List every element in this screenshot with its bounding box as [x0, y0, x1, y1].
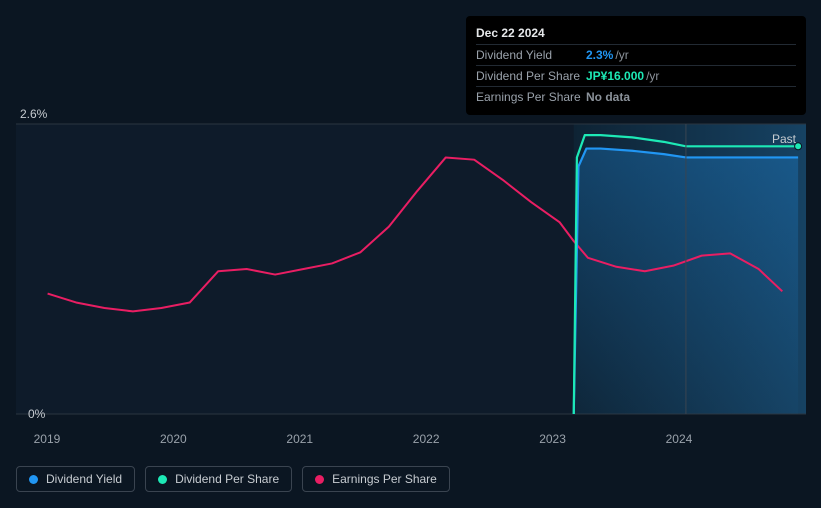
tooltip-date: Dec 22 2024	[476, 22, 796, 44]
hover-tooltip: Dec 22 2024 Dividend Yield 2.3%/yr Divid…	[466, 16, 806, 115]
legend-toggle-dividend-per-share[interactable]: Dividend Per Share	[145, 466, 292, 492]
legend-dot-icon	[315, 475, 324, 484]
x-axis-year-label: 2024	[666, 432, 693, 446]
x-axis-year-label: 2019	[34, 432, 61, 446]
legend-label: Dividend Per Share	[175, 472, 279, 486]
tooltip-label: Dividend Per Share	[476, 69, 586, 83]
legend-toggle-earnings-per-share[interactable]: Earnings Per Share	[302, 466, 450, 492]
tooltip-value: No data	[586, 90, 632, 104]
legend-dot-icon	[158, 475, 167, 484]
x-axis-year-label: 2022	[413, 432, 440, 446]
x-axis-year-label: 2023	[539, 432, 566, 446]
tooltip-row-dividend-yield: Dividend Yield 2.3%/yr	[476, 44, 796, 65]
chart-svg	[16, 106, 806, 426]
tooltip-row-earnings-per-share: Earnings Per Share No data	[476, 86, 796, 107]
tooltip-value: 2.3%/yr	[586, 48, 629, 62]
y-axis-min-label: 0%	[28, 407, 45, 421]
tooltip-row-dividend-per-share: Dividend Per Share JP¥16.000/yr	[476, 65, 796, 86]
legend-label: Dividend Yield	[46, 472, 122, 486]
tooltip-label: Earnings Per Share	[476, 90, 586, 104]
past-region-label: Past	[772, 132, 796, 146]
tooltip-value: JP¥16.000/yr	[586, 69, 659, 83]
tooltip-label: Dividend Yield	[476, 48, 586, 62]
legend-toggle-dividend-yield[interactable]: Dividend Yield	[16, 466, 135, 492]
chart[interactable]	[16, 106, 806, 426]
legend-dot-icon	[29, 475, 38, 484]
legend-label: Earnings Per Share	[332, 472, 437, 486]
x-axis-year-label: 2020	[160, 432, 187, 446]
legend: Dividend Yield Dividend Per Share Earnin…	[16, 466, 450, 492]
y-axis-max-label: 2.6%	[20, 107, 47, 121]
x-axis-year-label: 2021	[286, 432, 313, 446]
